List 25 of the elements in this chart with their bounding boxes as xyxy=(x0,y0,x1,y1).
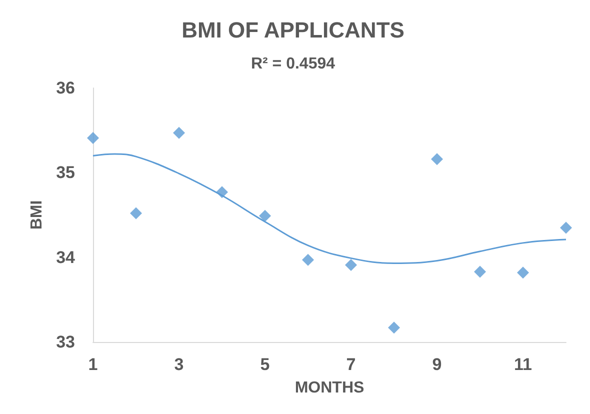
point xyxy=(560,222,572,234)
point xyxy=(130,207,142,220)
y-axis-title: BMI xyxy=(28,200,46,230)
point xyxy=(517,266,529,279)
y-tick-label: 33 xyxy=(56,332,75,352)
point xyxy=(388,322,400,334)
point xyxy=(474,266,486,278)
x-tick-label: 5 xyxy=(260,355,270,374)
point xyxy=(302,254,314,266)
point xyxy=(431,153,443,166)
x-tick-label: 1 xyxy=(88,355,98,374)
point xyxy=(345,258,357,271)
y-tick-label: 34 xyxy=(56,248,76,267)
x-tick-label: 9 xyxy=(432,355,442,374)
chart-title: BMI OF APPLICANTS xyxy=(182,18,404,42)
y-tick-label: 35 xyxy=(56,163,75,182)
x-tick-label: 11 xyxy=(514,355,532,374)
x-axis-title: MONTHS xyxy=(294,380,364,396)
x-tick-label: 7 xyxy=(346,355,356,374)
point xyxy=(259,210,271,222)
text: R² = 0.4594 xyxy=(250,56,336,72)
point xyxy=(173,126,185,139)
point xyxy=(87,132,99,144)
y-tick-label: 36 xyxy=(56,78,75,98)
x-tick-label: 3 xyxy=(174,355,184,374)
